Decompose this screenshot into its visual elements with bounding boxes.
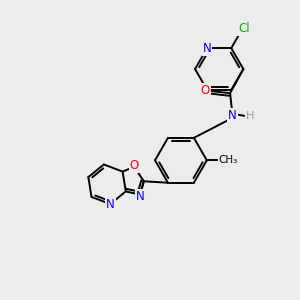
Text: O: O [201, 84, 210, 97]
Text: CH₃: CH₃ [218, 155, 238, 165]
Text: Cl: Cl [238, 22, 250, 35]
Text: N: N [106, 198, 115, 211]
Text: N: N [203, 42, 212, 55]
Text: O: O [130, 159, 139, 172]
Text: H: H [246, 111, 254, 121]
Text: N: N [228, 109, 237, 122]
Text: N: N [136, 190, 145, 202]
